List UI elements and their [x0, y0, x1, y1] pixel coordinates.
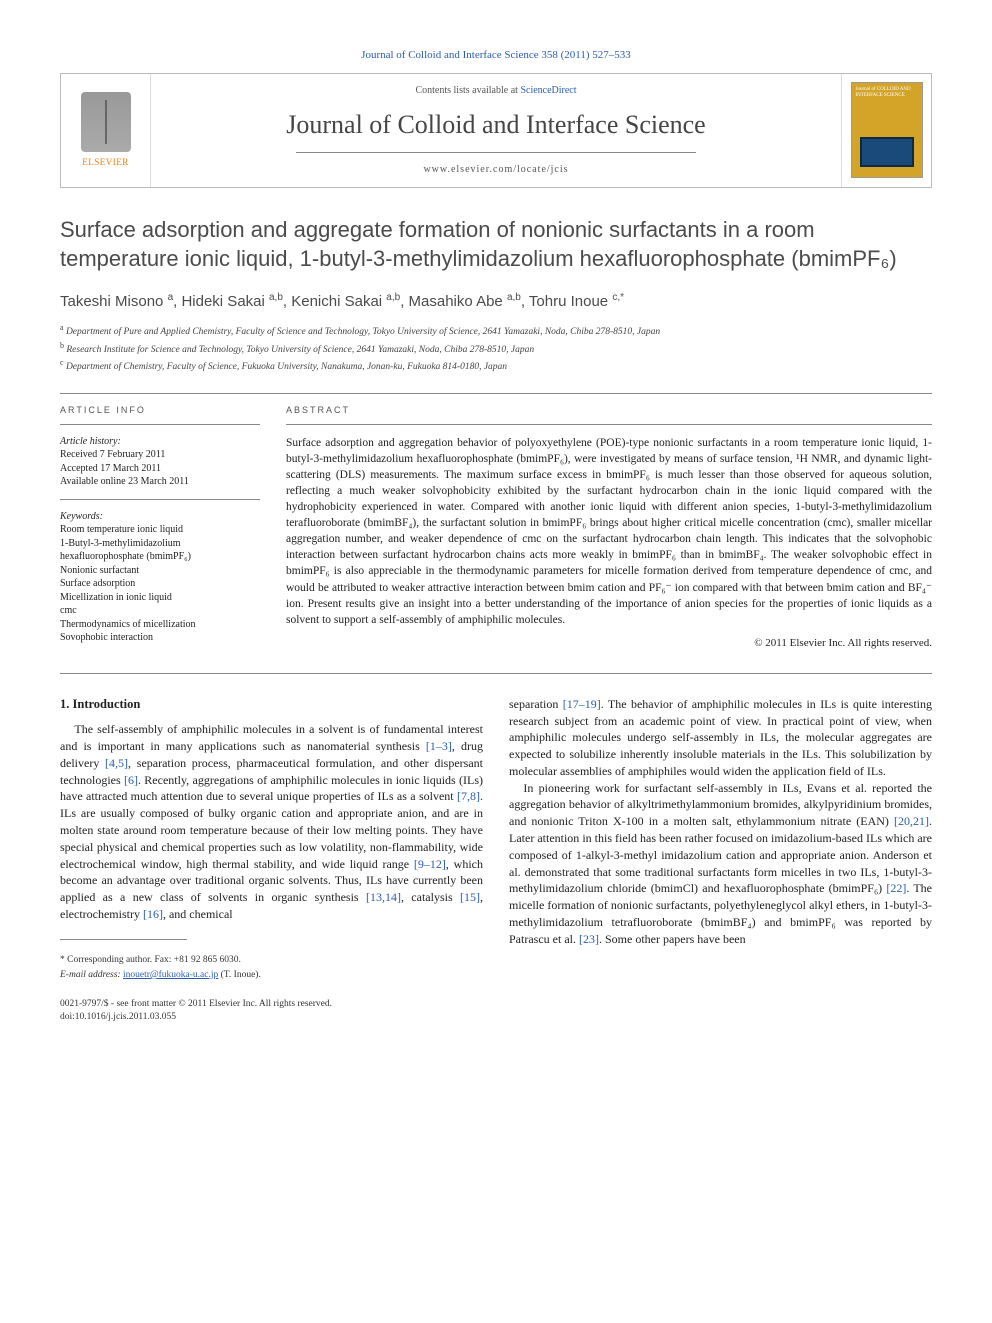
publisher-brand: ELSEVIER	[82, 156, 129, 168]
column-left: 1. Introduction The self-assembly of amp…	[60, 696, 483, 985]
article-info: ARTICLE INFO Article history: Received 7…	[60, 404, 260, 651]
contents-available: Contents lists available at ScienceDirec…	[163, 84, 829, 98]
affiliation-a: a Department of Pure and Applied Chemist…	[60, 322, 932, 339]
article-info-heading: ARTICLE INFO	[60, 404, 260, 416]
history-label: Article history:	[60, 435, 260, 449]
email-label: E-mail address:	[60, 970, 121, 980]
intro-para-2: separation [17–19]. The behavior of amph…	[509, 696, 932, 780]
abstract-block: ABSTRACT Surface adsorption and aggregat…	[286, 404, 932, 651]
keyword: Thermodynamics of micellization	[60, 618, 260, 632]
contents-prefix: Contents lists available at	[415, 85, 520, 96]
abstract-copyright: © 2011 Elsevier Inc. All rights reserved…	[286, 636, 932, 651]
cover-cell: Journal of COLLOID AND INTERFACE SCIENCE	[841, 74, 931, 187]
page-footer: 0021-9797/$ - see front matter © 2011 El…	[60, 998, 932, 1024]
keyword: Sovophobic interaction	[60, 631, 260, 645]
article-title: Surface adsorption and aggregate formati…	[60, 216, 932, 273]
keywords-label: Keywords:	[60, 510, 260, 524]
affiliations: a Department of Pure and Applied Chemist…	[60, 322, 932, 374]
email-link[interactable]: inouetr@fukuoka-u.ac.jp	[123, 970, 218, 980]
affiliation-b: b Research Institute for Science and Tec…	[60, 340, 932, 357]
corresponding-author: * Corresponding author. Fax: +81 92 865 …	[60, 954, 483, 967]
doi-line: doi:10.1016/j.jcis.2011.03.055	[60, 1011, 932, 1024]
issn-line: 0021-9797/$ - see front matter © 2011 El…	[60, 998, 932, 1011]
journal-url[interactable]: www.elsevier.com/locate/jcis	[163, 163, 829, 177]
column-right: separation [17–19]. The behavior of amph…	[509, 696, 932, 985]
info-row: ARTICLE INFO Article history: Received 7…	[60, 404, 932, 651]
keyword: Nonionic surfactant	[60, 564, 260, 578]
body-columns: 1. Introduction The self-assembly of amp…	[60, 696, 932, 985]
journal-name: Journal of Colloid and Interface Science	[163, 107, 829, 142]
cover-caption: Journal of COLLOID AND INTERFACE SCIENCE	[856, 87, 918, 98]
top-citation: Journal of Colloid and Interface Science…	[60, 48, 932, 63]
authors: Takeshi Misono a, Hideki Sakai a,b, Keni…	[60, 291, 932, 312]
history-online: Available online 23 March 2011	[60, 475, 260, 489]
history-received: Received 7 February 2011	[60, 448, 260, 462]
journal-header: ELSEVIER Contents lists available at Sci…	[60, 73, 932, 188]
email-line: E-mail address: inouetr@fukuoka-u.ac.jp …	[60, 969, 483, 982]
header-middle: Contents lists available at ScienceDirec…	[151, 74, 841, 187]
cover-thumbnail: Journal of COLLOID AND INTERFACE SCIENCE	[851, 82, 923, 178]
publisher-cell: ELSEVIER	[61, 74, 151, 187]
intro-para-1: The self-assembly of amphiphilic molecul…	[60, 721, 483, 923]
keyword: cmc	[60, 604, 260, 618]
history-accepted: Accepted 17 March 2011	[60, 462, 260, 476]
abstract-heading: ABSTRACT	[286, 404, 932, 416]
publisher-tree-icon	[81, 92, 131, 152]
affiliation-c: c Department of Chemistry, Faculty of Sc…	[60, 357, 932, 374]
sciencedirect-link[interactable]: ScienceDirect	[520, 85, 576, 96]
abstract-text: Surface adsorption and aggregation behav…	[286, 435, 932, 628]
email-attribution: (T. Inoue).	[221, 970, 261, 980]
keyword: Micellization in ionic liquid	[60, 591, 260, 605]
keyword: Room temperature ionic liquid	[60, 523, 260, 537]
keyword: Surface adsorption	[60, 577, 260, 591]
footnotes: * Corresponding author. Fax: +81 92 865 …	[60, 954, 483, 983]
section-heading-intro: 1. Introduction	[60, 696, 483, 714]
intro-para-3: In pioneering work for surfactant self-a…	[509, 780, 932, 948]
keyword: 1-Butyl-3-methylimidazolium hexafluoroph…	[60, 537, 260, 564]
